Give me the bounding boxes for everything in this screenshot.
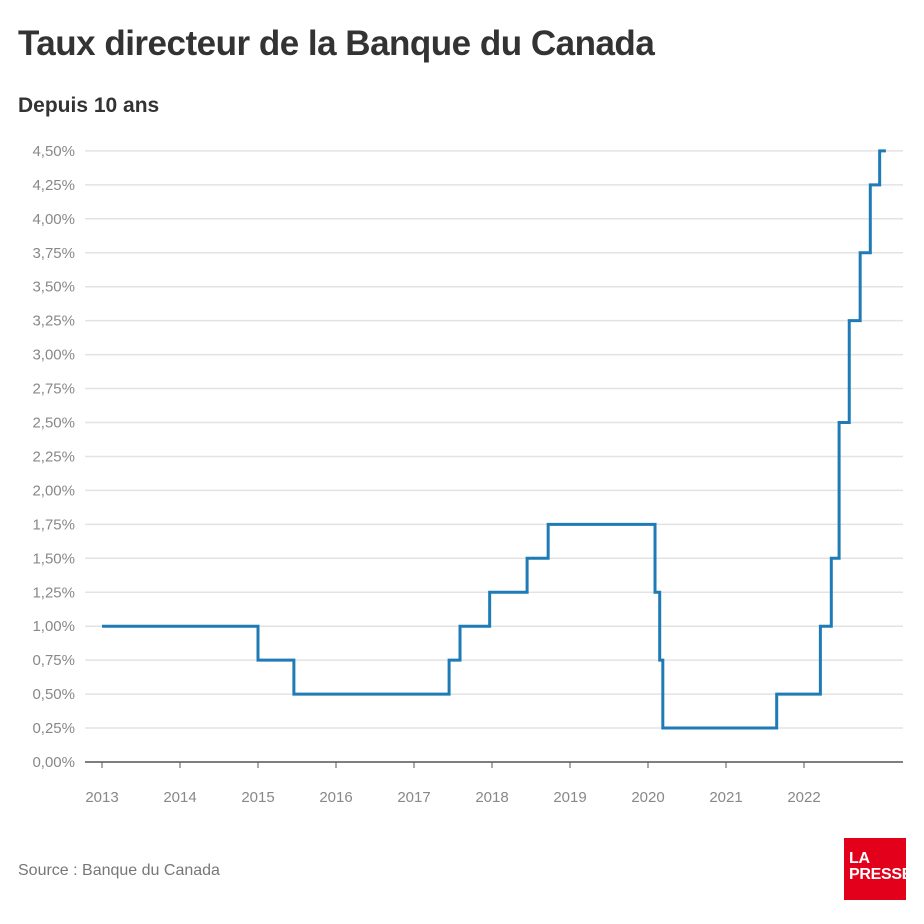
x-tick-label: 2014 — [163, 789, 196, 806]
y-tick-label: 4,50% — [32, 143, 75, 160]
chart-subtitle: Depuis 10 ans — [18, 94, 160, 117]
x-tick-label: 2021 — [709, 789, 742, 806]
y-tick-label: 0,25% — [32, 720, 75, 737]
y-tick-label: 2,00% — [32, 482, 75, 499]
y-tick-label: 1,00% — [32, 618, 75, 635]
x-tick-label: 2015 — [241, 789, 274, 806]
y-tick-label: 0,00% — [32, 754, 75, 771]
x-tick-label: 2022 — [787, 789, 820, 806]
y-tick-label: 1,75% — [32, 516, 75, 533]
la-presse-logo: LA PRESSE — [844, 838, 912, 900]
y-tick-label: 2,75% — [32, 381, 75, 398]
y-tick-label: 0,75% — [32, 652, 75, 669]
x-tick-label: 2020 — [631, 789, 664, 806]
y-tick-label: 3,75% — [32, 245, 75, 262]
x-tick-label: 2013 — [85, 789, 118, 806]
x-tick-label: 2018 — [475, 789, 508, 806]
y-tick-label: 3,25% — [32, 313, 75, 330]
y-tick-label: 3,00% — [32, 347, 75, 364]
chart-title: Taux directeur de la Banque du Canada — [18, 24, 655, 63]
y-tick-label: 2,25% — [32, 448, 75, 465]
y-tick-label: 3,50% — [32, 279, 75, 296]
x-tick-label: 2016 — [319, 789, 352, 806]
x-tick-label: 2019 — [553, 789, 586, 806]
source-note: Source : Banque du Canada — [18, 862, 220, 879]
y-tick-label: 1,50% — [32, 550, 75, 567]
y-tick-label: 4,25% — [32, 177, 75, 194]
x-tick-label: 2017 — [397, 789, 430, 806]
y-tick-label: 1,25% — [32, 584, 75, 601]
y-tick-label: 4,00% — [32, 211, 75, 228]
y-tick-label: 2,50% — [32, 415, 75, 432]
y-tick-label: 0,50% — [32, 686, 75, 703]
rate-step-line — [102, 149, 886, 730]
